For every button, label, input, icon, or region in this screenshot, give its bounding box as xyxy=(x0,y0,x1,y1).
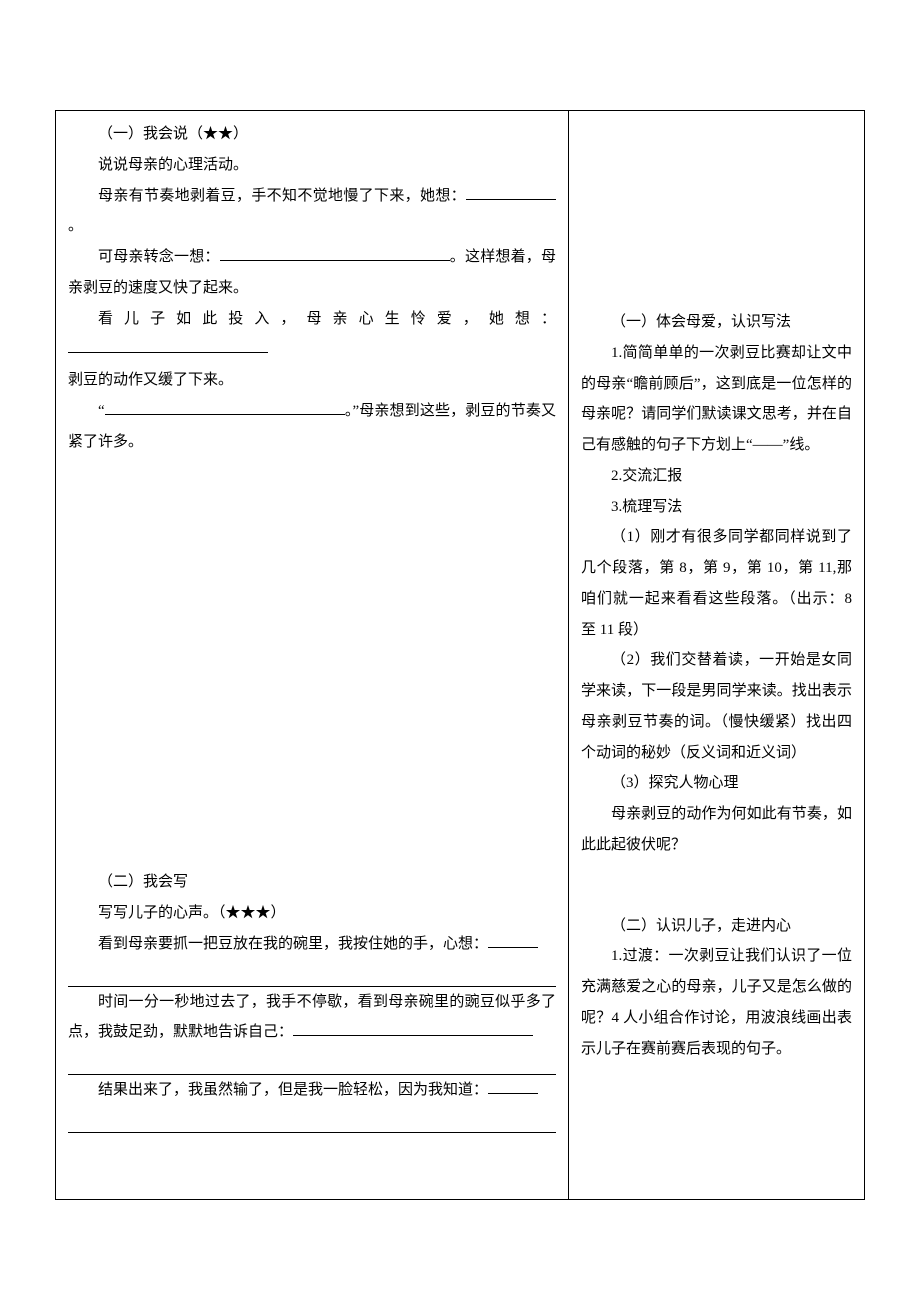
left-p2b: 。 xyxy=(68,218,83,234)
right-r5: （2）我们交替着读，一开始是女同学来读，下一段是男同学来读。找出表示母亲剥豆节奏… xyxy=(581,645,852,768)
left-p4: 看儿子如此投入，母亲心生怜爱，她想： xyxy=(68,304,556,366)
document-border: （一）我会说（★★） 说说母亲的心理活动。 母亲有节奏地剥着豆，手不知不觉地慢了… xyxy=(55,110,865,1200)
blank-fill xyxy=(466,185,556,200)
blank-line xyxy=(68,1106,556,1133)
left-p6: 写写儿子的心声。（★★★） xyxy=(68,898,556,929)
left-p4b: 剥豆的动作又缓了下来。 xyxy=(68,365,556,396)
left-p4a: 看儿子如此投入，母亲心生怜爱，她想： xyxy=(98,311,556,327)
left-p1: 说说母亲的心理活动。 xyxy=(68,150,556,181)
blank-space xyxy=(581,119,852,307)
right-r7: 母亲剥豆的动作为何如此有节奏，如此此起彼伏呢？ xyxy=(581,799,852,861)
left-p7-text: 看到母亲要抓一把豆放在我的碗里，我按住她的手，心想： xyxy=(98,936,488,952)
left-p2: 母亲有节奏地剥着豆，手不知不觉地慢了下来，她想： 。 xyxy=(68,181,556,243)
right-r2: 2.交流汇报 xyxy=(581,461,852,492)
right-r3: 3.梳理写法 xyxy=(581,492,852,523)
blank-line xyxy=(68,960,556,987)
right-heading-1: （一）体会母爱，认识写法 xyxy=(581,307,852,338)
blank-line xyxy=(68,1048,556,1075)
right-r4: （1）刚才有很多同学都同样说到了几个段落，第 8，第 9，第 10，第 11,那… xyxy=(581,522,852,645)
left-p7: 看到母亲要抓一把豆放在我的碗里，我按住她的手，心想： xyxy=(68,929,556,960)
blank-fill xyxy=(220,246,450,261)
left-p2a: 母亲有节奏地剥着豆，手不知不觉地慢了下来，她想： xyxy=(98,188,466,204)
left-p9-text: 结果出来了，我虽然输了，但是我一脸轻松，因为我知道： xyxy=(98,1082,488,1098)
right-heading-2: （二）认识儿子，走进内心 xyxy=(581,911,852,942)
left-p5: “。”母亲想到这些，剥豆的节奏又紧了许多。 xyxy=(68,396,556,458)
left-p8: 时间一分一秒地过去了，我手不停歇，看到母亲碗里的豌豆似乎多了点，我鼓足劲，默默地… xyxy=(68,987,556,1049)
blank-fill xyxy=(293,1021,533,1036)
right-r1: 1.简简单单的一次剥豆比赛却让文中的母亲“瞻前顾后”，这到底是一位怎样的母亲呢？… xyxy=(581,338,852,461)
right-r8: 1.过渡：一次剥豆让我们认识了一位充满慈爱之心的母亲，儿子又是怎么做的呢？4 人… xyxy=(581,941,852,1064)
left-p9: 结果出来了，我虽然输了，但是我一脸轻松，因为我知道： xyxy=(68,1075,556,1106)
blank-fill xyxy=(68,338,268,353)
blank-space xyxy=(68,457,556,867)
left-heading-1: （一）我会说（★★） xyxy=(68,119,556,150)
left-p5a: “ xyxy=(98,403,105,419)
left-column: （一）我会说（★★） 说说母亲的心理活动。 母亲有节奏地剥着豆，手不知不觉地慢了… xyxy=(56,111,569,1199)
blank-fill xyxy=(488,933,538,948)
blank-space xyxy=(581,861,852,911)
left-p3: 可母亲转念一想：。这样想着，母亲剥豆的速度又快了起来。 xyxy=(68,242,556,304)
left-p3a: 可母亲转念一想： xyxy=(98,249,220,265)
right-column: （一）体会母爱，认识写法 1.简简单单的一次剥豆比赛却让文中的母亲“瞻前顾后”，… xyxy=(569,111,864,1199)
blank-fill xyxy=(105,400,345,415)
right-r6: （3）探究人物心理 xyxy=(581,768,852,799)
blank-fill xyxy=(488,1079,538,1094)
left-heading-2: （二）我会写 xyxy=(68,867,556,898)
